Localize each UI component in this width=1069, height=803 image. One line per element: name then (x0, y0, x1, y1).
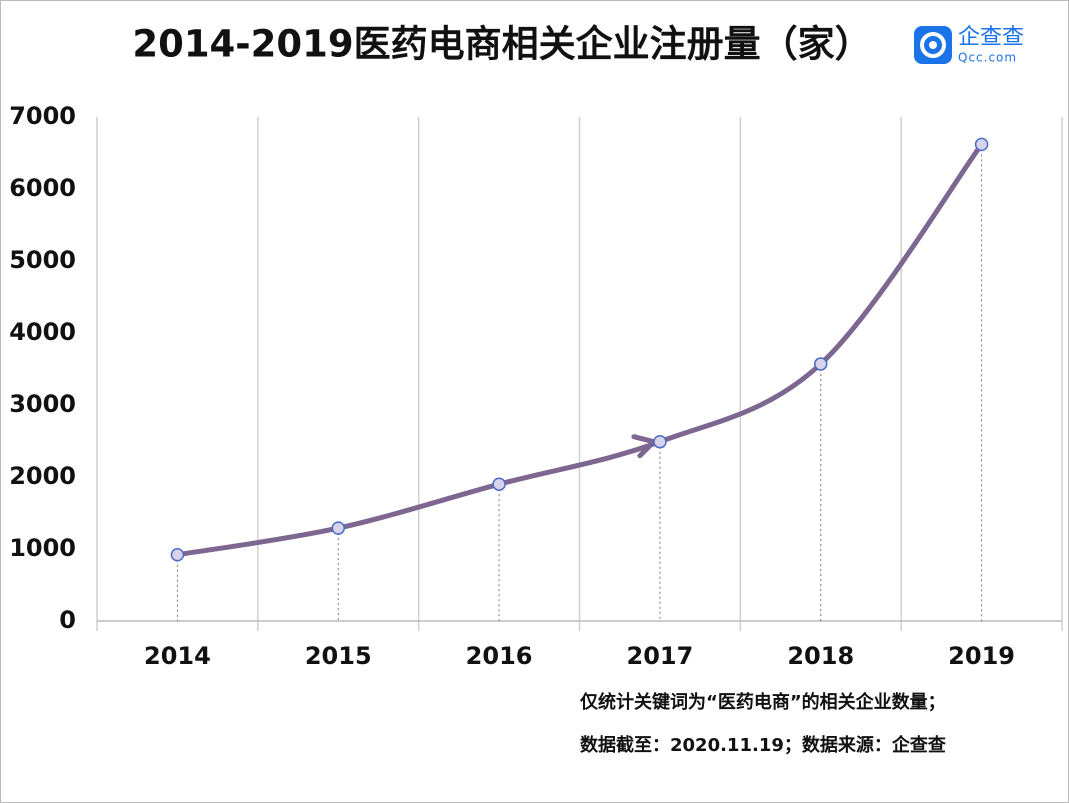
logo-dot (929, 41, 937, 49)
x-tick-label: 2019 (948, 642, 1015, 670)
point (653, 434, 667, 449)
logo: 企查查 Qcc.com (914, 25, 1024, 65)
line (174, 141, 985, 558)
point (814, 357, 828, 371)
y-tick-label: 2000 (9, 462, 76, 490)
x-tick-label: 2016 (466, 642, 533, 670)
x-tick-label: 2015 (305, 642, 372, 670)
note: 数据截至：2020.11.19；数据来源：企查查 (580, 734, 946, 756)
x-tick-label: 2017 (627, 642, 694, 670)
y-tick-label: 5000 (9, 246, 76, 274)
point (492, 477, 506, 491)
logo-url: Qcc.com (958, 51, 1017, 65)
y-tick-label: 0 (59, 606, 76, 634)
point (170, 548, 185, 562)
y-tick-label: 7000 (9, 102, 76, 130)
y-tick-label: 6000 (9, 174, 76, 202)
x-tick-label: 2018 (787, 642, 854, 670)
logo-ring (920, 32, 946, 58)
logo-name: 企查查 (958, 25, 1024, 50)
chart-title: 2014-2019医药电商相关企业注册量（家） (132, 23, 871, 66)
point (331, 521, 345, 535)
note: 仅统计关键词为“医药电商”的相关企业数量； (579, 691, 946, 713)
y-tick-label: 1000 (9, 534, 76, 562)
y-tick-label: 4000 (9, 318, 76, 346)
x-tick-label: 2014 (144, 642, 211, 670)
point (974, 137, 989, 152)
y-tick-label: 3000 (9, 390, 76, 418)
